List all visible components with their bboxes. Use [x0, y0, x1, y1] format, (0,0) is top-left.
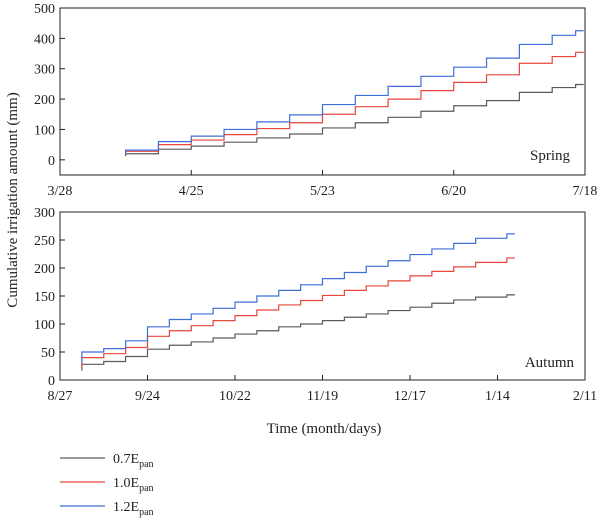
legend-label-2: 1.2Epan — [113, 500, 154, 518]
legend-item-1: 1.0Epan — [60, 476, 154, 494]
y-tick-label: 0 — [48, 154, 55, 169]
y-tick-label: 200 — [34, 262, 55, 277]
legend-item-0: 0.7Epan — [60, 452, 154, 470]
series-line-2 — [125, 30, 584, 154]
y-tick-label: 250 — [34, 234, 55, 249]
x-axis-label: Time (month/days) — [267, 421, 382, 437]
x-tick-label: 7/18 — [573, 184, 598, 199]
y-tick-label: 300 — [34, 63, 55, 78]
x-tick-label: 9/24 — [135, 389, 160, 404]
x-tick-label: 5/23 — [310, 184, 335, 199]
legend: 0.7Epan 1.0Epan 1.2Epan — [60, 452, 154, 518]
chart-panels: 3/28 4/25 5/23 6/20 7/180100200300400500Spri… — [34, 2, 597, 404]
x-tick-label: 11/19 — [307, 389, 338, 404]
x-tick-label: 6/20 — [441, 184, 466, 199]
x-tick-label: 12/17 — [394, 389, 426, 404]
legend-item-2: 1.2Epan — [60, 500, 154, 518]
y-tick-label: 50 — [41, 346, 55, 361]
series-line-1 — [81, 257, 515, 367]
series-line-2 — [81, 233, 515, 364]
panel-label: Spring — [530, 148, 571, 164]
series-line-1 — [125, 51, 584, 155]
x-tick-label: 3/28 — [48, 184, 73, 199]
y-axis-label: Cumulative irrigation amount (mm) — [5, 92, 21, 307]
x-tick-label: 2/11 — [573, 389, 597, 404]
y-tick-label: 200 — [34, 93, 55, 108]
series-line-0 — [125, 83, 584, 157]
panel-1: 8/27 9/24 10/22 11/19 12/17 1/14 2/11 0 50 100 150… — [34, 206, 597, 404]
y-tick-label: 0 — [48, 374, 55, 389]
x-tick-label: 8/27 — [48, 389, 73, 404]
y-tick-label: 400 — [34, 32, 55, 47]
panel-0: 3/28 4/25 5/23 6/20 7/18 0 100 200 300 400 500 Spri… — [34, 2, 597, 199]
x-tick-label: 4/25 — [179, 184, 204, 199]
x-tick-label: 10/22 — [219, 389, 251, 404]
y-tick-label: 300 — [34, 206, 55, 221]
y-tick-label: 100 — [34, 123, 55, 138]
panel-label: Autumn — [525, 355, 575, 371]
x-tick-label: 1/14 — [485, 389, 510, 404]
y-tick-label: 150 — [34, 290, 55, 305]
legend-label-1: 1.0Epan — [113, 476, 154, 494]
y-tick-label: 500 — [34, 2, 55, 17]
legend-label-0: 0.7Epan — [113, 452, 154, 470]
series-line-0 — [81, 294, 515, 371]
y-tick-label: 100 — [34, 318, 55, 333]
